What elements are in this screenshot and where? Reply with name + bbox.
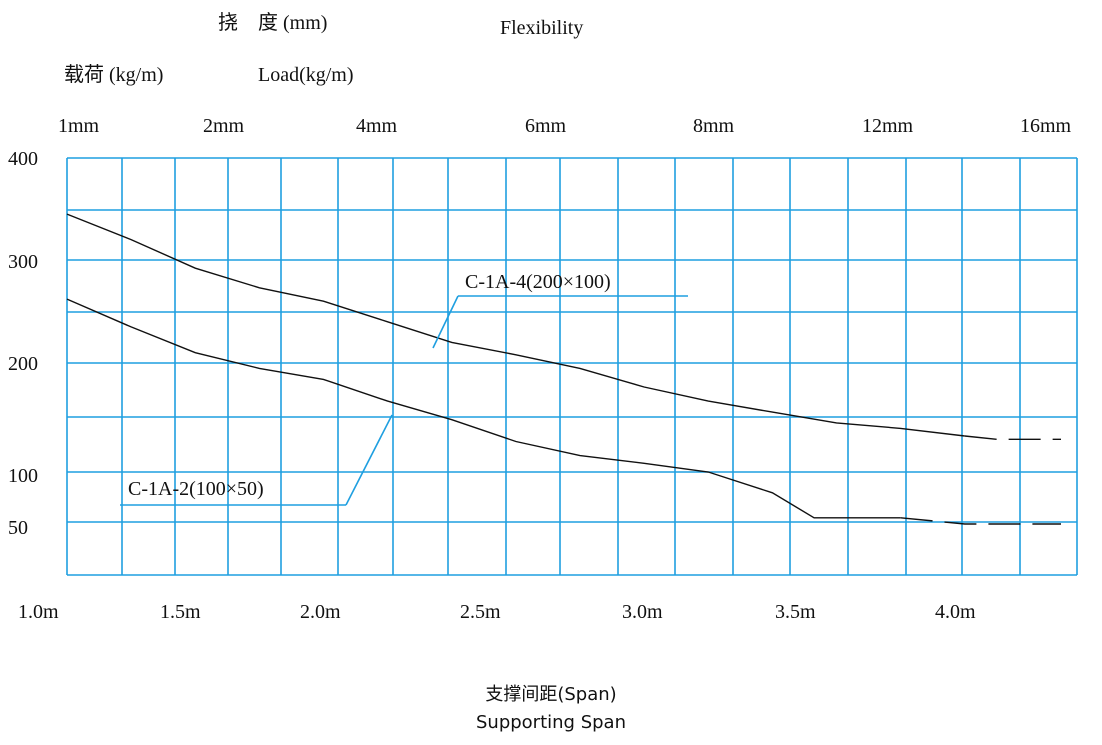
series-label-2: C-1A-2(100×50) (128, 478, 264, 500)
deflection-tick-label-6: 12mm (862, 115, 914, 137)
x-tick-label-6: 3.5m (775, 601, 816, 623)
series-line-1 (66, 213, 965, 437)
series-line-2 (66, 298, 901, 519)
x-tick-label-5: 3.0m (622, 601, 663, 623)
x-tick-label-2: 1.5m (160, 601, 201, 623)
y-tick-label-200: 200 (8, 353, 38, 375)
chart-curves (66, 213, 1062, 525)
series-line-dashed-2 (900, 517, 1061, 525)
span-caption-cn: 支撑间距(Span) (485, 684, 617, 705)
deflection-tick-label-3: 4mm (356, 115, 398, 137)
series-line-dashed-1 (964, 435, 1061, 440)
load-en-label: Load(kg/m) (258, 64, 354, 86)
x-tick-label-7: 4.0m (935, 601, 976, 623)
flexibility-en-label: Flexibility (500, 17, 584, 39)
deflection-tick-label-7: 16mm (1020, 115, 1072, 137)
x-tick-label-3: 2.0m (300, 601, 341, 623)
callout-leader-1 (432, 295, 459, 349)
deflection-tick-label-2: 2mm (203, 115, 245, 137)
x-tick-label-4: 2.5m (460, 601, 501, 623)
y-tick-label-400: 400 (8, 148, 38, 170)
deflection-tick-label-4: 6mm (525, 115, 567, 137)
series-label-1: C-1A-4(200×100) (465, 271, 611, 293)
y-tick-label-100: 100 (8, 465, 38, 487)
chart-labels: 400 300 200 100 50 1mm 2mm 4mm 6mm 8mm 12mm 16mm 1.0… (8, 115, 1072, 623)
callout-leader-2 (345, 414, 393, 506)
y-tick-label-50: 50 (8, 517, 28, 539)
chart-callouts: C-1A-4(200×100) C-1A-2(100×50) (120, 271, 688, 506)
flexibility-cn-label: 挠 度 (mm) (218, 12, 328, 34)
x-tick-label-1: 1.0m (18, 601, 59, 623)
y-tick-label-300: 300 (8, 251, 38, 273)
deflection-tick-label-5: 8mm (693, 115, 735, 137)
deflection-tick-label-1: 1mm (58, 115, 100, 137)
span-caption-en: Supporting Span (475, 712, 626, 733)
load-cn-label: 载荷 (kg/m) (64, 64, 164, 86)
